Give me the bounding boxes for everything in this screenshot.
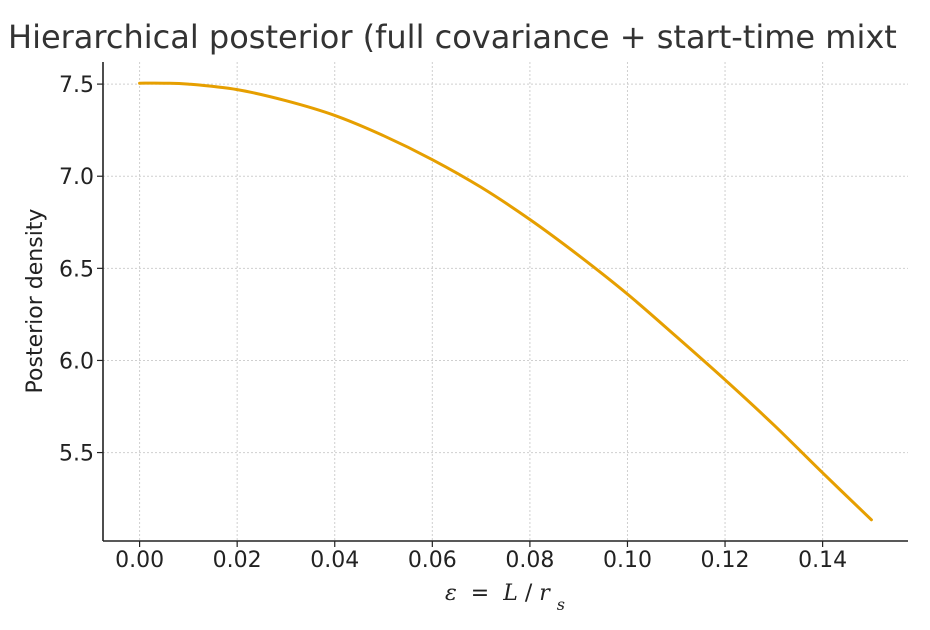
chart-title: Hierarchical posterior (full covariance … (8, 18, 897, 56)
y-tick-label: 7.5 (59, 73, 94, 98)
x-tick-label: 0.00 (115, 548, 164, 573)
x-tick-label: 0.12 (701, 548, 750, 573)
x-axis-ticks: 0.00 0.02 0.04 0.06 0.08 0.10 0.12 0.14 (115, 541, 847, 573)
y-axis-ticks: 5.5 6.0 6.5 7.0 7.5 (59, 73, 103, 467)
y-axis-label: Posterior density (23, 209, 48, 394)
y-tick-label: 6.5 (59, 257, 94, 282)
x-label-equals: = (464, 581, 496, 606)
x-tick-label: 0.04 (310, 548, 359, 573)
grid (103, 62, 908, 541)
x-tick-label: 0.06 (408, 548, 457, 573)
series-line (138, 81, 873, 522)
y-tick-label: 7.0 (59, 165, 94, 190)
x-axis-label: ε = L / r s (445, 581, 565, 614)
x-label-r: r (539, 581, 551, 606)
x-label-epsilon: ε (445, 581, 457, 606)
x-tick-label: 0.14 (798, 548, 847, 573)
x-label-slash: / (525, 581, 533, 606)
axes (102, 62, 908, 542)
x-tick-label: 0.08 (505, 548, 554, 573)
y-tick-label: 5.5 (59, 442, 94, 467)
y-tick-label: 6.0 (59, 349, 94, 374)
x-tick-label: 0.10 (603, 548, 652, 573)
x-label-subscript: s (557, 595, 565, 614)
x-label-numerator: L (502, 581, 518, 606)
x-tick-label: 0.02 (213, 548, 262, 573)
series-layer (138, 81, 873, 522)
